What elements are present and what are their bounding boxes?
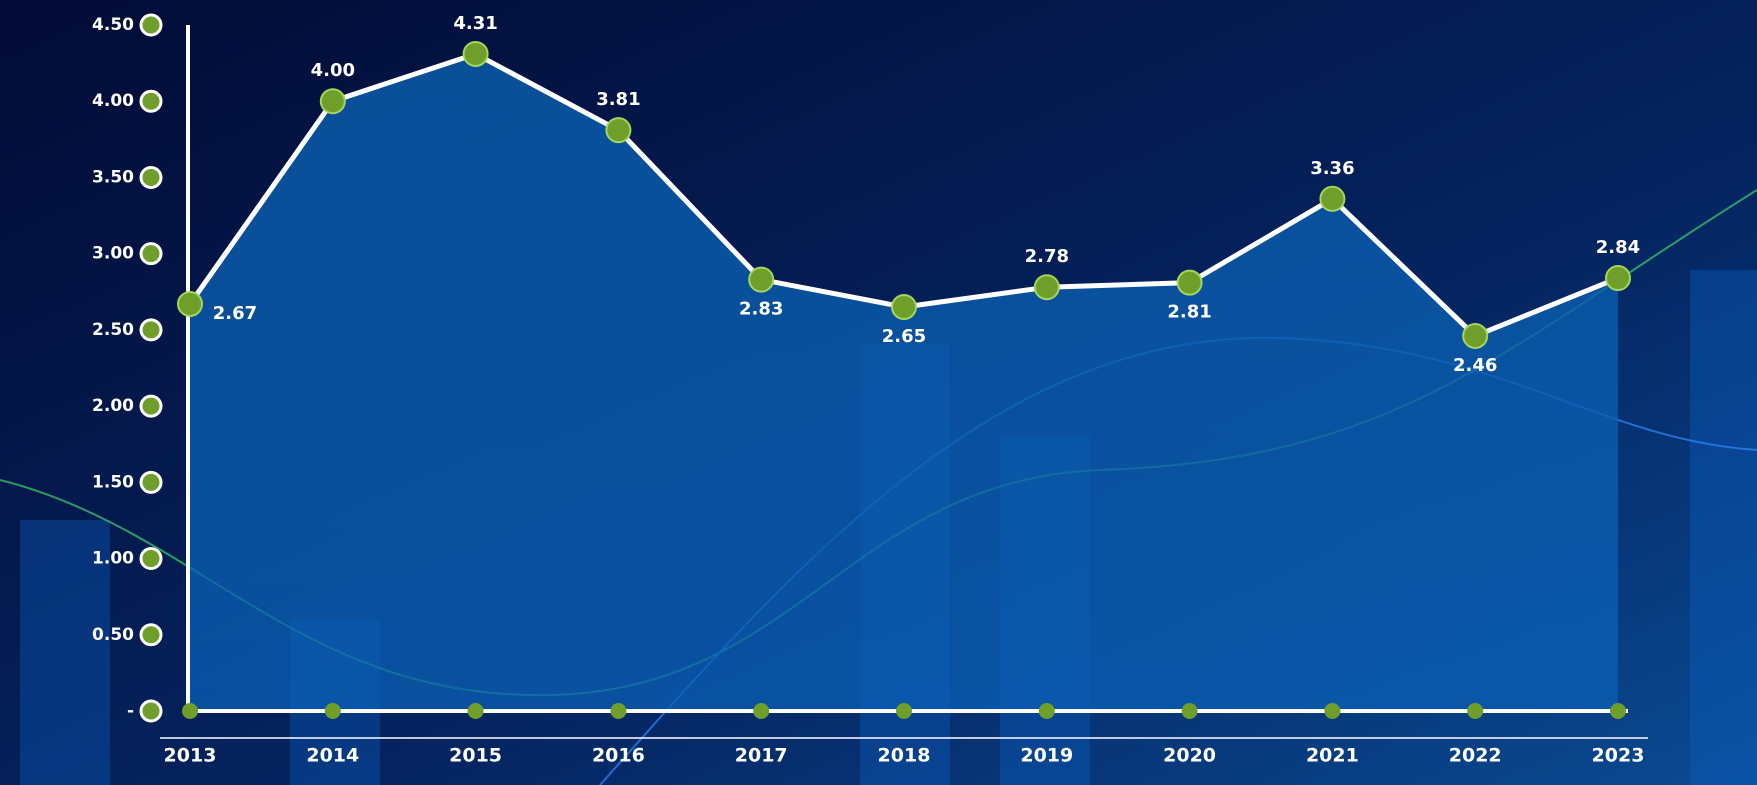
x-tick-label: 2016 bbox=[592, 745, 645, 767]
value-label: 2.67 bbox=[213, 303, 257, 324]
value-label: 3.36 bbox=[1310, 158, 1354, 179]
x-tick-label: 2023 bbox=[1592, 745, 1645, 767]
x-tick-label: 2021 bbox=[1306, 745, 1359, 767]
y-tick-label: 4.50 bbox=[92, 15, 134, 35]
y-tick-label: 4.00 bbox=[92, 91, 134, 111]
area bbox=[190, 53, 1618, 712]
x-tick-label: 2014 bbox=[306, 745, 359, 767]
point bbox=[1319, 185, 1346, 212]
value-label: 2.78 bbox=[1025, 246, 1069, 267]
x-tick-label: 2015 bbox=[449, 745, 502, 767]
point bbox=[1176, 269, 1203, 296]
baseline-marker bbox=[896, 703, 912, 719]
value-label: 4.31 bbox=[453, 13, 497, 34]
value-label: 2.83 bbox=[739, 299, 783, 320]
point bbox=[319, 88, 346, 115]
x-tick-label: 2020 bbox=[1163, 745, 1216, 767]
x-tick-label: 2019 bbox=[1020, 745, 1073, 767]
point bbox=[177, 290, 203, 317]
point bbox=[1605, 265, 1631, 292]
y-tick-label: 3.00 bbox=[92, 244, 134, 264]
value-label: 2.65 bbox=[882, 326, 926, 347]
baseline-marker bbox=[1467, 703, 1484, 719]
y-tick-label: 1.00 bbox=[92, 549, 134, 569]
x-tick-label: 2013 bbox=[164, 745, 217, 767]
value-label: 2.84 bbox=[1596, 237, 1640, 258]
y-tick-marker bbox=[139, 165, 163, 189]
y-tick-label: 1.50 bbox=[92, 472, 134, 492]
y-tick-marker bbox=[139, 318, 163, 342]
plot-area: - 0.50 1.00 1.50 2.00 2.50 3.00 3.50 4.00 4.50 2.6… bbox=[92, 13, 1648, 767]
baseline-marker bbox=[1181, 703, 1198, 719]
y-tick-marker bbox=[139, 470, 163, 494]
baseline-marker bbox=[753, 703, 770, 719]
x-tick-label: 2018 bbox=[878, 745, 931, 767]
baseline-marker bbox=[1324, 703, 1341, 719]
value-label: 2.46 bbox=[1453, 355, 1497, 376]
point bbox=[605, 117, 632, 144]
y-tick-label: 3.50 bbox=[92, 167, 134, 187]
point bbox=[462, 40, 489, 67]
baseline-marker bbox=[182, 703, 198, 719]
y-tick-marker bbox=[139, 89, 163, 113]
y-tick-marker bbox=[139, 242, 163, 266]
x-tick-label: 2022 bbox=[1449, 745, 1502, 767]
y-tick-label: - bbox=[127, 701, 134, 721]
baseline-marker bbox=[324, 703, 341, 719]
point bbox=[891, 294, 917, 321]
y-tick-marker bbox=[139, 394, 163, 418]
x-tick-label: 2017 bbox=[735, 745, 788, 767]
y-tick-label: 2.00 bbox=[92, 396, 134, 416]
y-tick-marker bbox=[139, 623, 163, 647]
value-label: 4.00 bbox=[311, 60, 355, 81]
point bbox=[1462, 322, 1489, 349]
value-label: 3.81 bbox=[596, 89, 640, 110]
y-tick-marker bbox=[139, 699, 163, 723]
baseline-marker bbox=[1610, 703, 1626, 719]
point bbox=[1033, 274, 1060, 301]
y-tick-label: 0.50 bbox=[92, 625, 134, 645]
y-tick-marker bbox=[139, 547, 163, 571]
baseline-marker bbox=[467, 703, 484, 719]
y-tick-marker bbox=[139, 13, 163, 37]
y-tick-label: 2.50 bbox=[92, 320, 134, 340]
baseline-marker bbox=[1038, 703, 1055, 719]
value-label: 2.81 bbox=[1167, 302, 1211, 323]
point bbox=[748, 266, 775, 293]
baseline-marker bbox=[610, 703, 627, 719]
